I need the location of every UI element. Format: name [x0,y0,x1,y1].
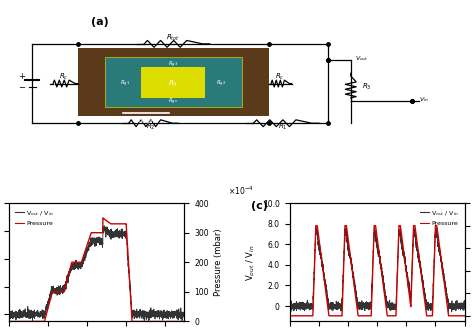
Text: (c): (c) [251,201,268,211]
Text: $R_c$: $R_c$ [275,72,285,82]
Text: $R_{g2}$: $R_{g2}$ [216,78,226,89]
Text: $R_1$: $R_1$ [278,122,287,132]
Text: ×10$^{-4}$: ×10$^{-4}$ [228,185,254,197]
Text: +: + [18,72,26,81]
Legend: V$_{out}$ / V$_{in}$, Pressure: V$_{out}$ / V$_{in}$, Pressure [418,206,461,229]
Text: $R_2$: $R_2$ [146,122,155,132]
Text: $R_c$: $R_c$ [59,72,69,82]
Text: $V_{in}$: $V_{in}$ [419,95,429,104]
Text: $R_{g1}$: $R_{g1}$ [120,78,131,89]
Text: $V_{out}$: $V_{out}$ [356,54,369,63]
Text: 500 µm: 500 µm [136,119,156,124]
Text: −: − [18,83,26,92]
Y-axis label: V$_{out}$ / V$_{in}$: V$_{out}$ / V$_{in}$ [245,244,257,280]
Text: (a): (a) [91,17,109,27]
Text: $R_{g3}$: $R_{g3}$ [168,60,179,71]
FancyBboxPatch shape [141,67,205,98]
Y-axis label: Pressure (mbar): Pressure (mbar) [214,229,223,296]
Text: $R_{tot}$: $R_{tot}$ [166,32,180,43]
Text: $R_3$: $R_3$ [362,82,372,92]
FancyBboxPatch shape [78,49,269,116]
Text: $R_{gv}$: $R_{gv}$ [168,96,179,107]
Text: $R_4$: $R_4$ [168,78,178,89]
Legend: V$_{out}$ / V$_{in}$, Pressure: V$_{out}$ / V$_{in}$, Pressure [13,206,56,229]
FancyBboxPatch shape [105,57,242,107]
